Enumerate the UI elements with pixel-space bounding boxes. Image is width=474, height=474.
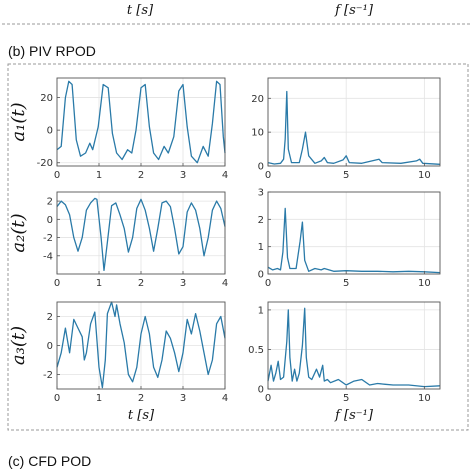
y-tick-label: 10: [251, 128, 264, 139]
y-tick-label: 0: [47, 341, 53, 352]
y-tick-label: -2: [43, 233, 53, 244]
x-tick-label: 1: [96, 393, 102, 404]
x-tick-label: 10: [418, 170, 431, 181]
subplot-1-frequency: 0 5 10 0 10 20: [251, 77, 441, 181]
series-line: [56, 197, 226, 272]
plot-area: [268, 192, 440, 274]
top-strip-xlabel-right: f [s⁻¹]: [334, 3, 374, 18]
y-tick-label: 20: [40, 93, 53, 104]
series-line: [267, 307, 441, 388]
x-tick-label: 0: [54, 170, 60, 181]
y-tick-label: 20: [251, 94, 264, 105]
top-strip-xlabel-left: t [s]: [127, 3, 154, 18]
y-tick-label: 2: [47, 312, 53, 323]
x-tick-label: 3: [180, 278, 186, 289]
subplot-3-time: 0 1 2 3 4 -2 0 2 a₃(t) t [s]: [8, 301, 228, 423]
y-tick-label: -2: [43, 370, 53, 381]
y-tick-label: 0: [47, 126, 53, 137]
x-tick-label: 4: [222, 393, 228, 404]
subplot-3-frequency: 0 5 10 0 0.5 1 f [s⁻¹]: [248, 301, 441, 423]
axes-frame: [267, 301, 441, 390]
x-axis-label: t [s]: [128, 408, 155, 423]
x-tick-label: 10: [418, 393, 431, 404]
y-axis-label: a₁(t): [8, 102, 29, 141]
x-tick-label: 3: [180, 393, 186, 404]
y-tick-label: 0: [258, 385, 264, 396]
x-tick-label: 4: [222, 170, 228, 181]
y-axis-label: a₂(t): [8, 213, 29, 252]
subplot-2-frequency: 0 5 10 0 1 2 3: [258, 188, 441, 289]
series-line: [56, 80, 226, 164]
section-b-frame: [7, 63, 469, 431]
x-tick-label: 0: [54, 393, 60, 404]
y-tick-label: 0: [47, 215, 53, 226]
y-tick-label: 0.5: [248, 345, 264, 356]
x-tick-label: 2: [138, 170, 144, 181]
x-tick-label: 5: [343, 170, 349, 181]
x-tick-label: 0: [54, 278, 60, 289]
x-tick-label: 10: [418, 278, 431, 289]
series-line: [267, 207, 441, 274]
x-tick-label: 1: [96, 278, 102, 289]
axes-frame: [267, 77, 441, 167]
x-tick-label: 2: [138, 278, 144, 289]
plot-area: [268, 302, 440, 389]
x-tick-label: 2: [138, 393, 144, 404]
y-tick-label: 0: [258, 270, 264, 281]
y-tick-label: 0: [258, 162, 264, 173]
x-tick-label: 1: [96, 170, 102, 181]
section-c-title: (c) CFD POD: [8, 453, 91, 469]
y-tick-label: 1: [258, 242, 264, 253]
section-b-title: (b) PIV RPOD: [8, 43, 96, 59]
axes-frame: [267, 191, 441, 275]
plot-area: [268, 78, 440, 166]
y-tick-label: 3: [258, 188, 264, 199]
y-tick-label: -20: [37, 158, 53, 169]
x-tick-label: 5: [343, 278, 349, 289]
x-tick-label: 0: [265, 278, 271, 289]
x-tick-label: 0: [265, 393, 271, 404]
y-tick-label: -4: [43, 251, 53, 262]
x-tick-label: 5: [343, 393, 349, 404]
series-line: [267, 90, 441, 165]
y-tick-label: 1: [258, 305, 264, 316]
x-tick-label: 3: [180, 170, 186, 181]
x-axis-label: f [s⁻¹]: [334, 408, 374, 423]
y-tick-label: 2: [47, 197, 53, 208]
y-tick-label: 2: [258, 215, 264, 226]
x-tick-label: 0: [265, 170, 271, 181]
subplot-2-time: 0 1 2 3 4 -4 -2 0 2 a₂(t): [8, 191, 228, 289]
y-axis-label: a₃(t): [8, 326, 29, 365]
x-tick-label: 4: [222, 278, 228, 289]
series-line: [56, 301, 226, 389]
